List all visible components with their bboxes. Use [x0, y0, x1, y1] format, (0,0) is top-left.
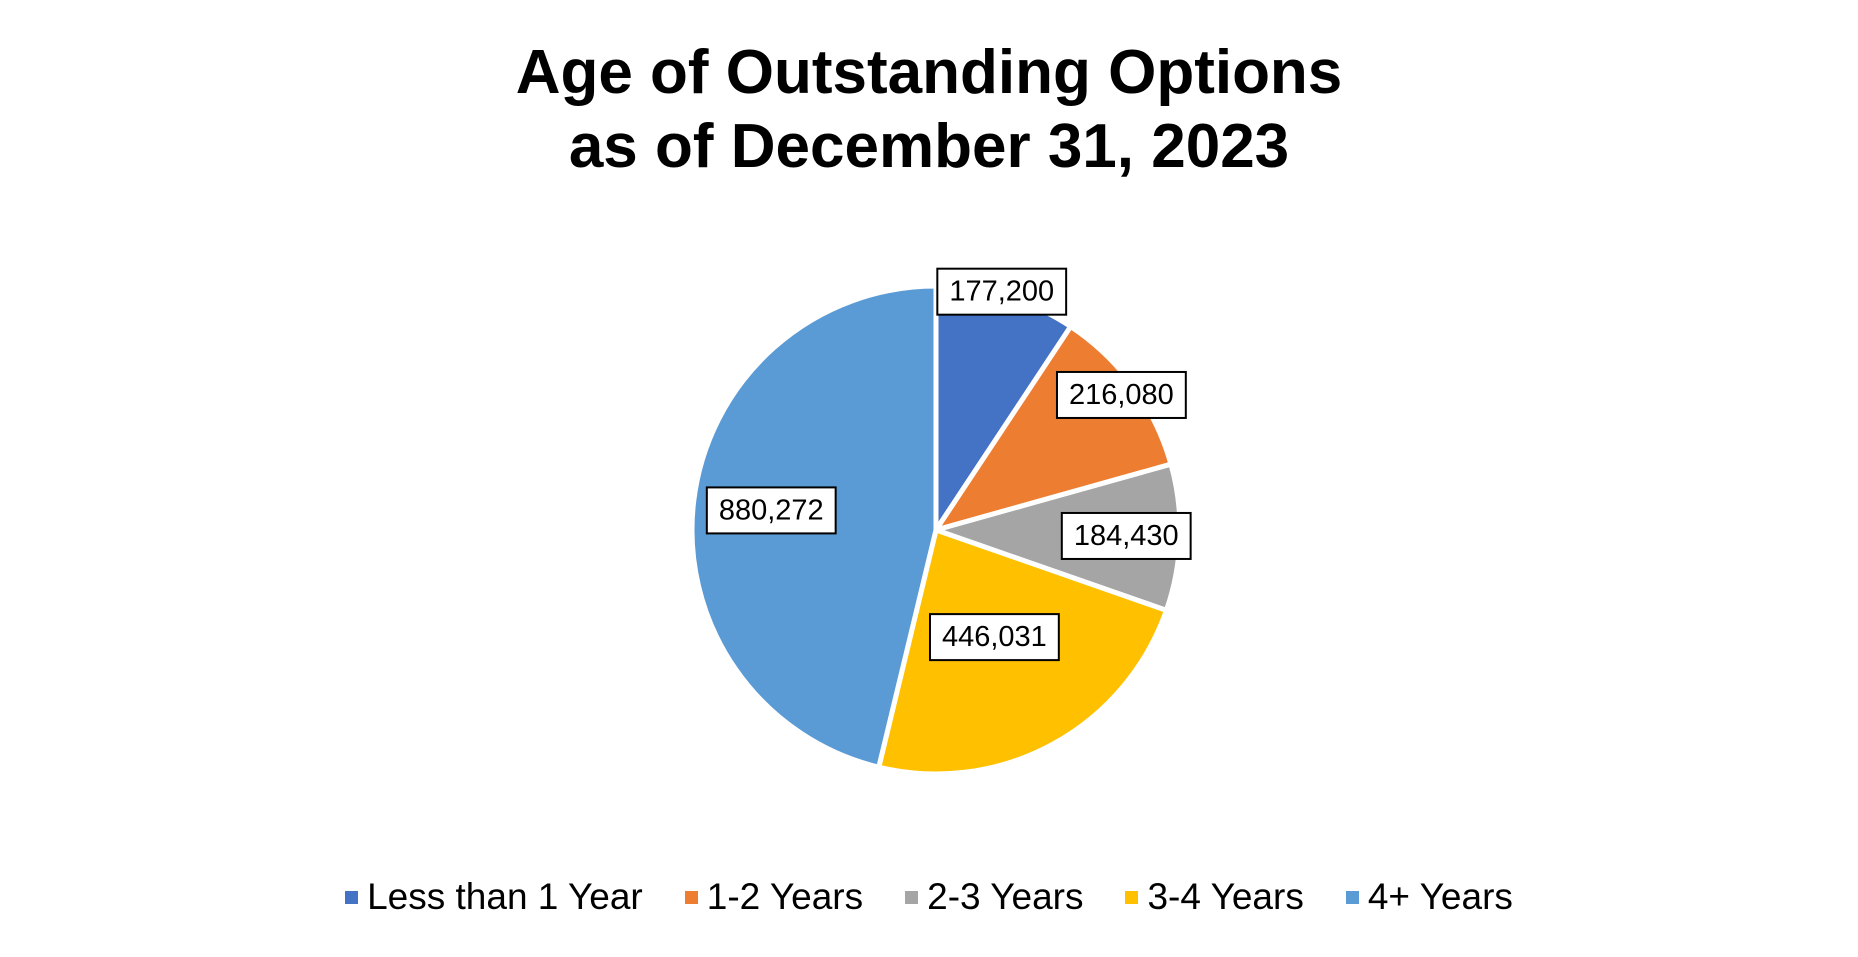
legend-label: 2-3 Years	[927, 876, 1084, 917]
data-label-value: 446,031	[942, 621, 1047, 653]
pie-data-labels: 177,200 216,080 184,430 446,031 880,272	[705, 267, 1192, 662]
data-label-3-4-years: 446,031	[928, 613, 1060, 662]
legend-label: 1-2 Years	[706, 876, 864, 917]
data-label-box	[928, 613, 1060, 662]
legend-label: Less than 1 Year	[367, 876, 643, 917]
legend-swatch	[1125, 890, 1139, 904]
legend-swatch	[1345, 890, 1359, 904]
legend-label: 3-4 Years	[1147, 876, 1304, 917]
legend-item-4-plus-years: 4+ Years	[1345, 876, 1513, 918]
data-label-4-plus-years: 880,272	[705, 486, 837, 535]
chart-title: Age of Outstanding Options as of Decembe…	[0, 36, 1858, 184]
data-label-value: 177,200	[949, 276, 1054, 308]
data-label-box	[705, 486, 837, 535]
data-label-box	[1060, 511, 1192, 560]
legend-swatch	[345, 890, 359, 904]
legend-label: 4+ Years	[1367, 876, 1513, 917]
chart-title-line-1: Age of Outstanding Options	[515, 38, 1343, 107]
legend-item-1-2-years: 1-2 Years	[684, 876, 864, 918]
data-label-value: 184,430	[1074, 520, 1179, 552]
data-label-1-2-years: 216,080	[1055, 370, 1187, 419]
legend-item-2-3-years: 2-3 Years	[905, 876, 1083, 918]
data-label-value: 880,272	[719, 494, 824, 526]
legend-item-less-than-1-year: Less than 1 Year	[345, 876, 643, 918]
data-label-value: 216,080	[1069, 379, 1174, 411]
legend-swatch	[684, 890, 698, 904]
data-label-less-than-1-year: 177,200	[936, 267, 1068, 316]
legend-swatch	[905, 890, 919, 904]
data-label-2-3-years: 184,430	[1060, 511, 1192, 560]
chart-legend: Less than 1 Year 1-2 Years 2-3 Years 3-4…	[0, 876, 1858, 918]
chart-title-line-2: as of December 31, 2023	[568, 112, 1290, 181]
data-label-box	[1055, 370, 1187, 419]
legend-item-3-4-years: 3-4 Years	[1125, 876, 1304, 918]
data-label-box	[936, 267, 1068, 316]
